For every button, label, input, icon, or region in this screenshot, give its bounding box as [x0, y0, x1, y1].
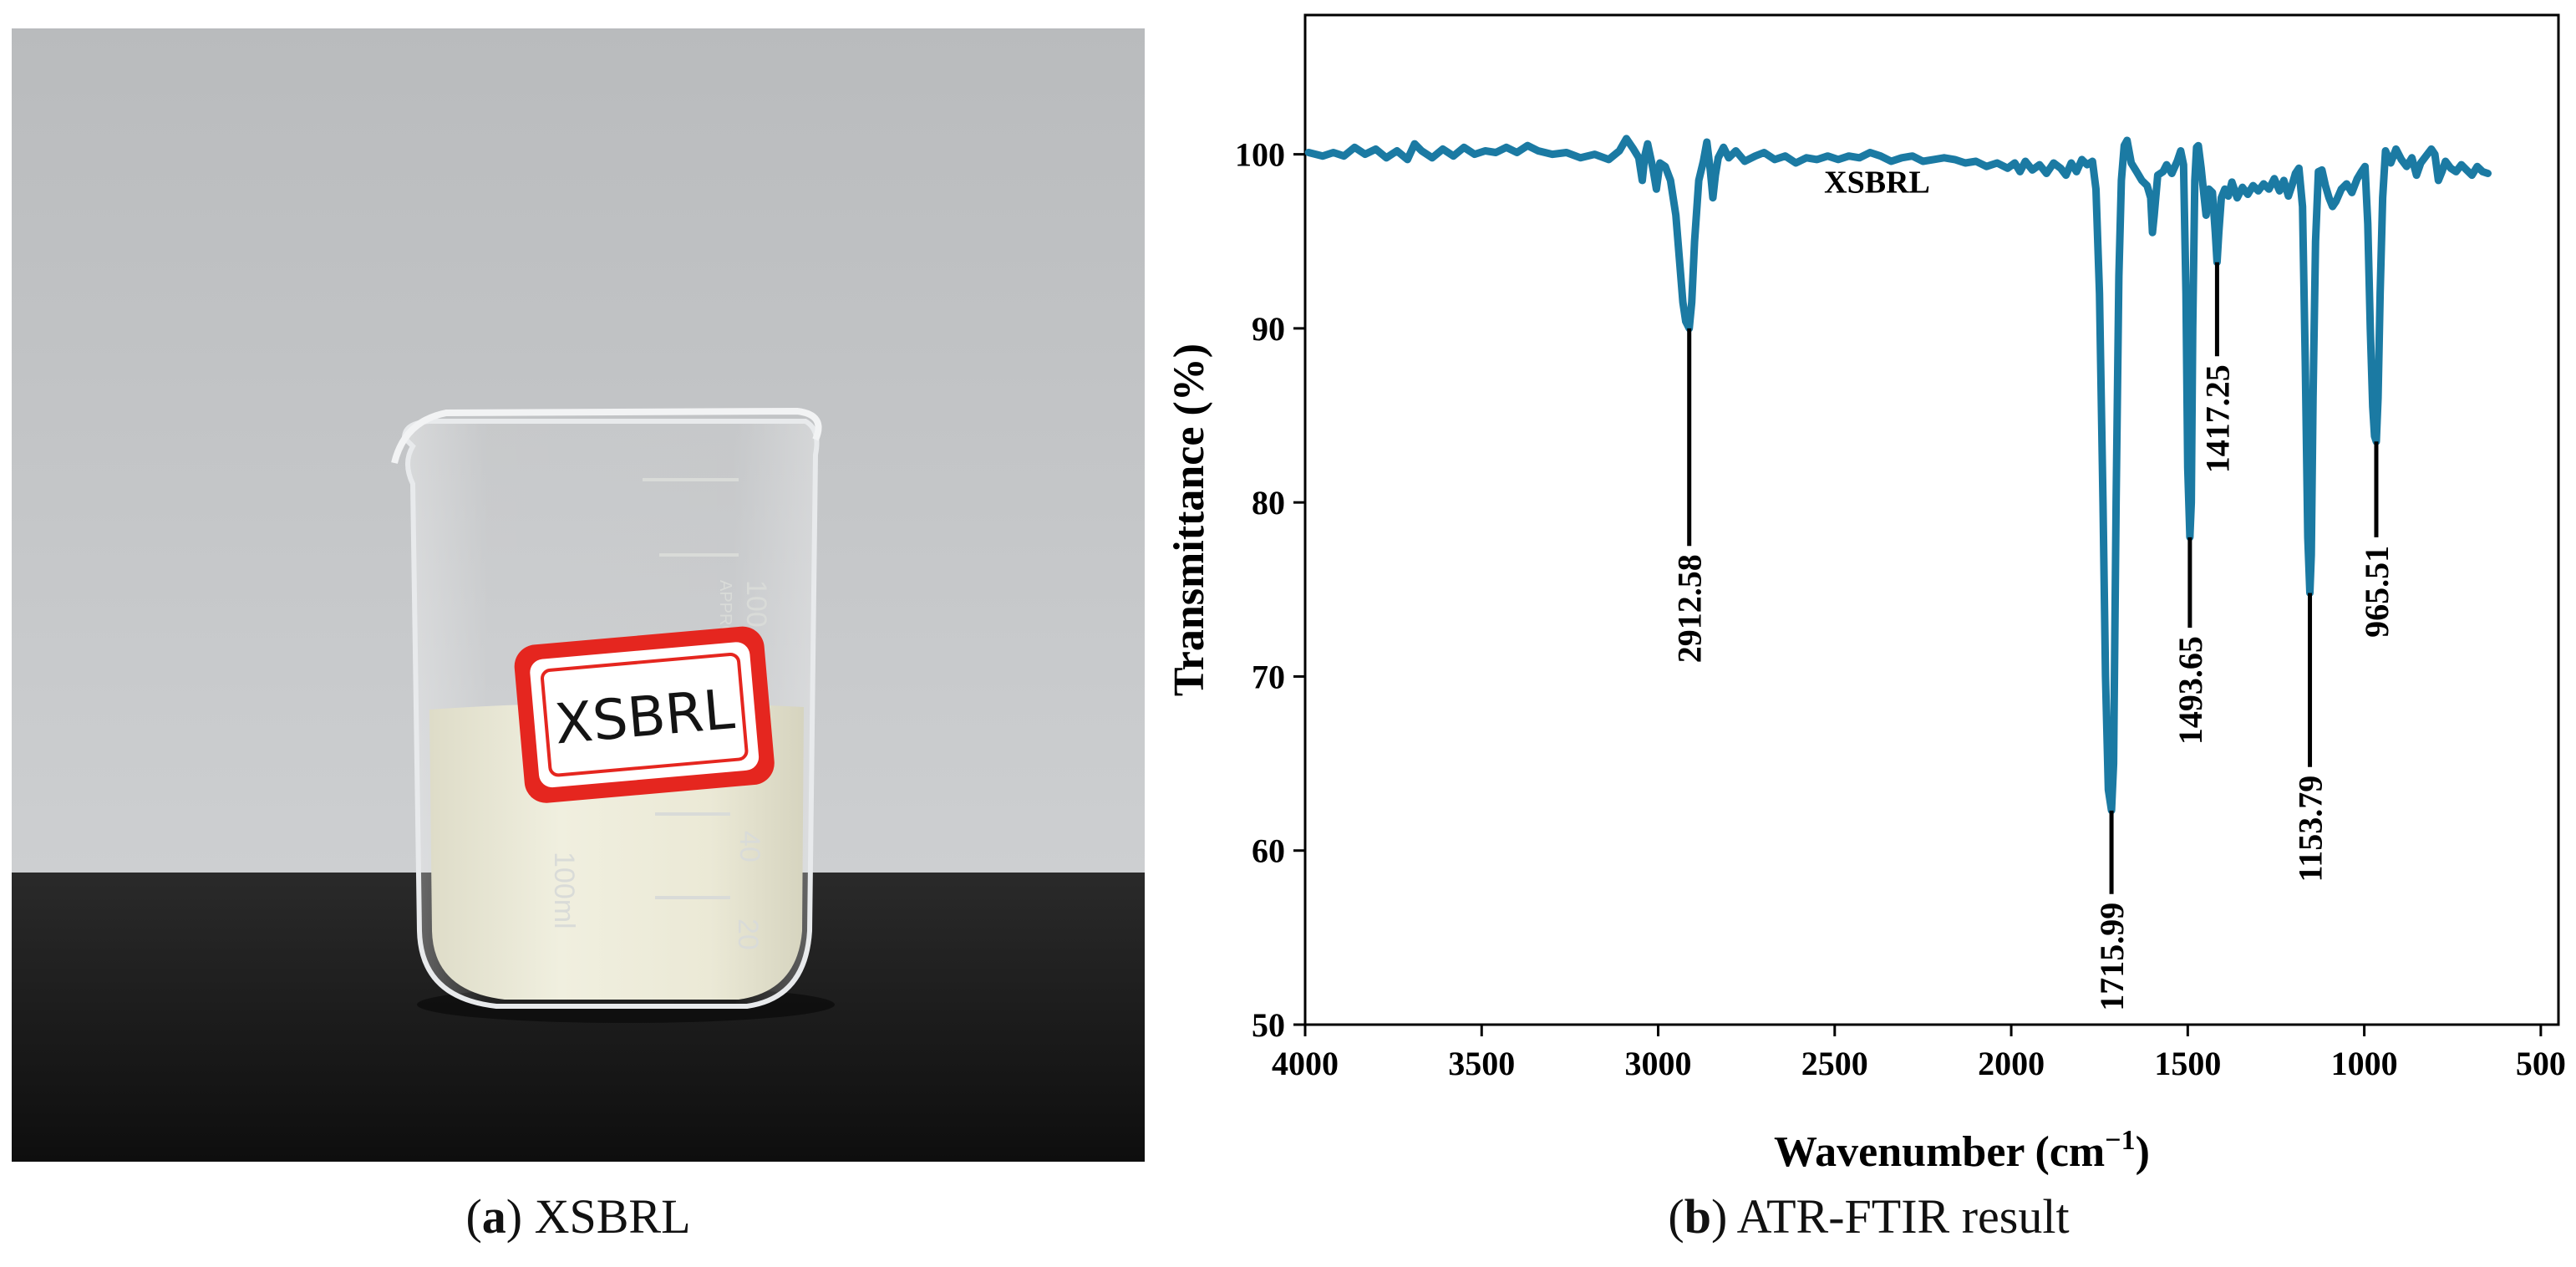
peak-annotations: 2912.58 1715.99 1493.65 1417.25 1153.79 965.5…: [1671, 262, 2396, 1011]
beaker-rim: [391, 407, 822, 465]
x-tick-label: 4000: [1272, 1045, 1339, 1082]
caption-b-letter: b: [1684, 1189, 1712, 1244]
caption-b-text: ATR-FTIR result: [1736, 1189, 2070, 1244]
y-tick-label: 90: [1252, 310, 1285, 348]
caption-b: (b) ATR-FTIR result: [1668, 1189, 2070, 1244]
peak-label: 1493.65: [2172, 636, 2209, 745]
peak-label: 965.51: [2358, 546, 2396, 638]
plot-frame: [1303, 13, 2560, 1026]
x-tick-label: 2500: [1801, 1045, 1868, 1082]
y-axis-label: Transmittance (%): [1166, 343, 1213, 696]
x-axis-label-main: Wavenumber (cm: [1774, 1128, 2105, 1176]
marking-100: 100: [740, 580, 772, 628]
x-tick-label: 1500: [2154, 1045, 2221, 1082]
series-line-xsbrl: [1304, 135, 2492, 815]
caption-a: (a) XSBRL: [465, 1189, 691, 1244]
ftir-chart-panel: 50 60 70 80 90 100 4000 3500 3000 2500 2000 1500 10…: [1161, 0, 2576, 1187]
sample-label-text: XSBRL: [552, 677, 737, 756]
x-axis-label-sup: −1: [2105, 1125, 2135, 1156]
peak-label: 1417.25: [2198, 364, 2236, 473]
peak-label: 1715.99: [2093, 903, 2131, 1011]
y-tick-label: 80: [1252, 484, 1285, 522]
peak-label: 2912.58: [1671, 554, 1709, 663]
y-axis: 50 60 70 80 90 100: [1235, 136, 1305, 1044]
x-tick-label: 500: [2516, 1045, 2566, 1082]
x-axis-label: Wavenumber (cm−1): [1774, 1125, 2150, 1176]
sample-label: XSBRL: [514, 626, 775, 803]
y-tick-label: 70: [1252, 658, 1285, 695]
x-tick-label: 1000: [2331, 1045, 2398, 1082]
marking-20: 20: [732, 918, 764, 950]
peak-label: 1153.79: [2292, 776, 2330, 883]
y-tick-label: 50: [1252, 1006, 1285, 1044]
x-tick-label: 2000: [1978, 1045, 2045, 1082]
series-label: XSBRL: [1824, 165, 1930, 200]
caption-a-text: XSBRL: [534, 1189, 691, 1244]
x-axis: 4000 3500 3000 2500 2000 1500 1000 500: [1272, 1025, 2566, 1082]
beaker-photo: 100 APPROX 80 60 40 20 100ml XSBRL: [12, 28, 1145, 1162]
plot-area: XSBRL: [1304, 135, 2492, 815]
y-tick-label: 100: [1235, 136, 1285, 174]
y-tick-label: 60: [1252, 832, 1285, 870]
caption-a-letter: a: [481, 1189, 506, 1244]
x-axis-label-close: ): [2136, 1128, 2150, 1176]
x-tick-label: 3000: [1625, 1045, 1692, 1082]
marking-40: 40: [734, 831, 765, 862]
marking-100ml: 100ml: [548, 852, 580, 929]
x-tick-label: 3500: [1448, 1045, 1515, 1082]
